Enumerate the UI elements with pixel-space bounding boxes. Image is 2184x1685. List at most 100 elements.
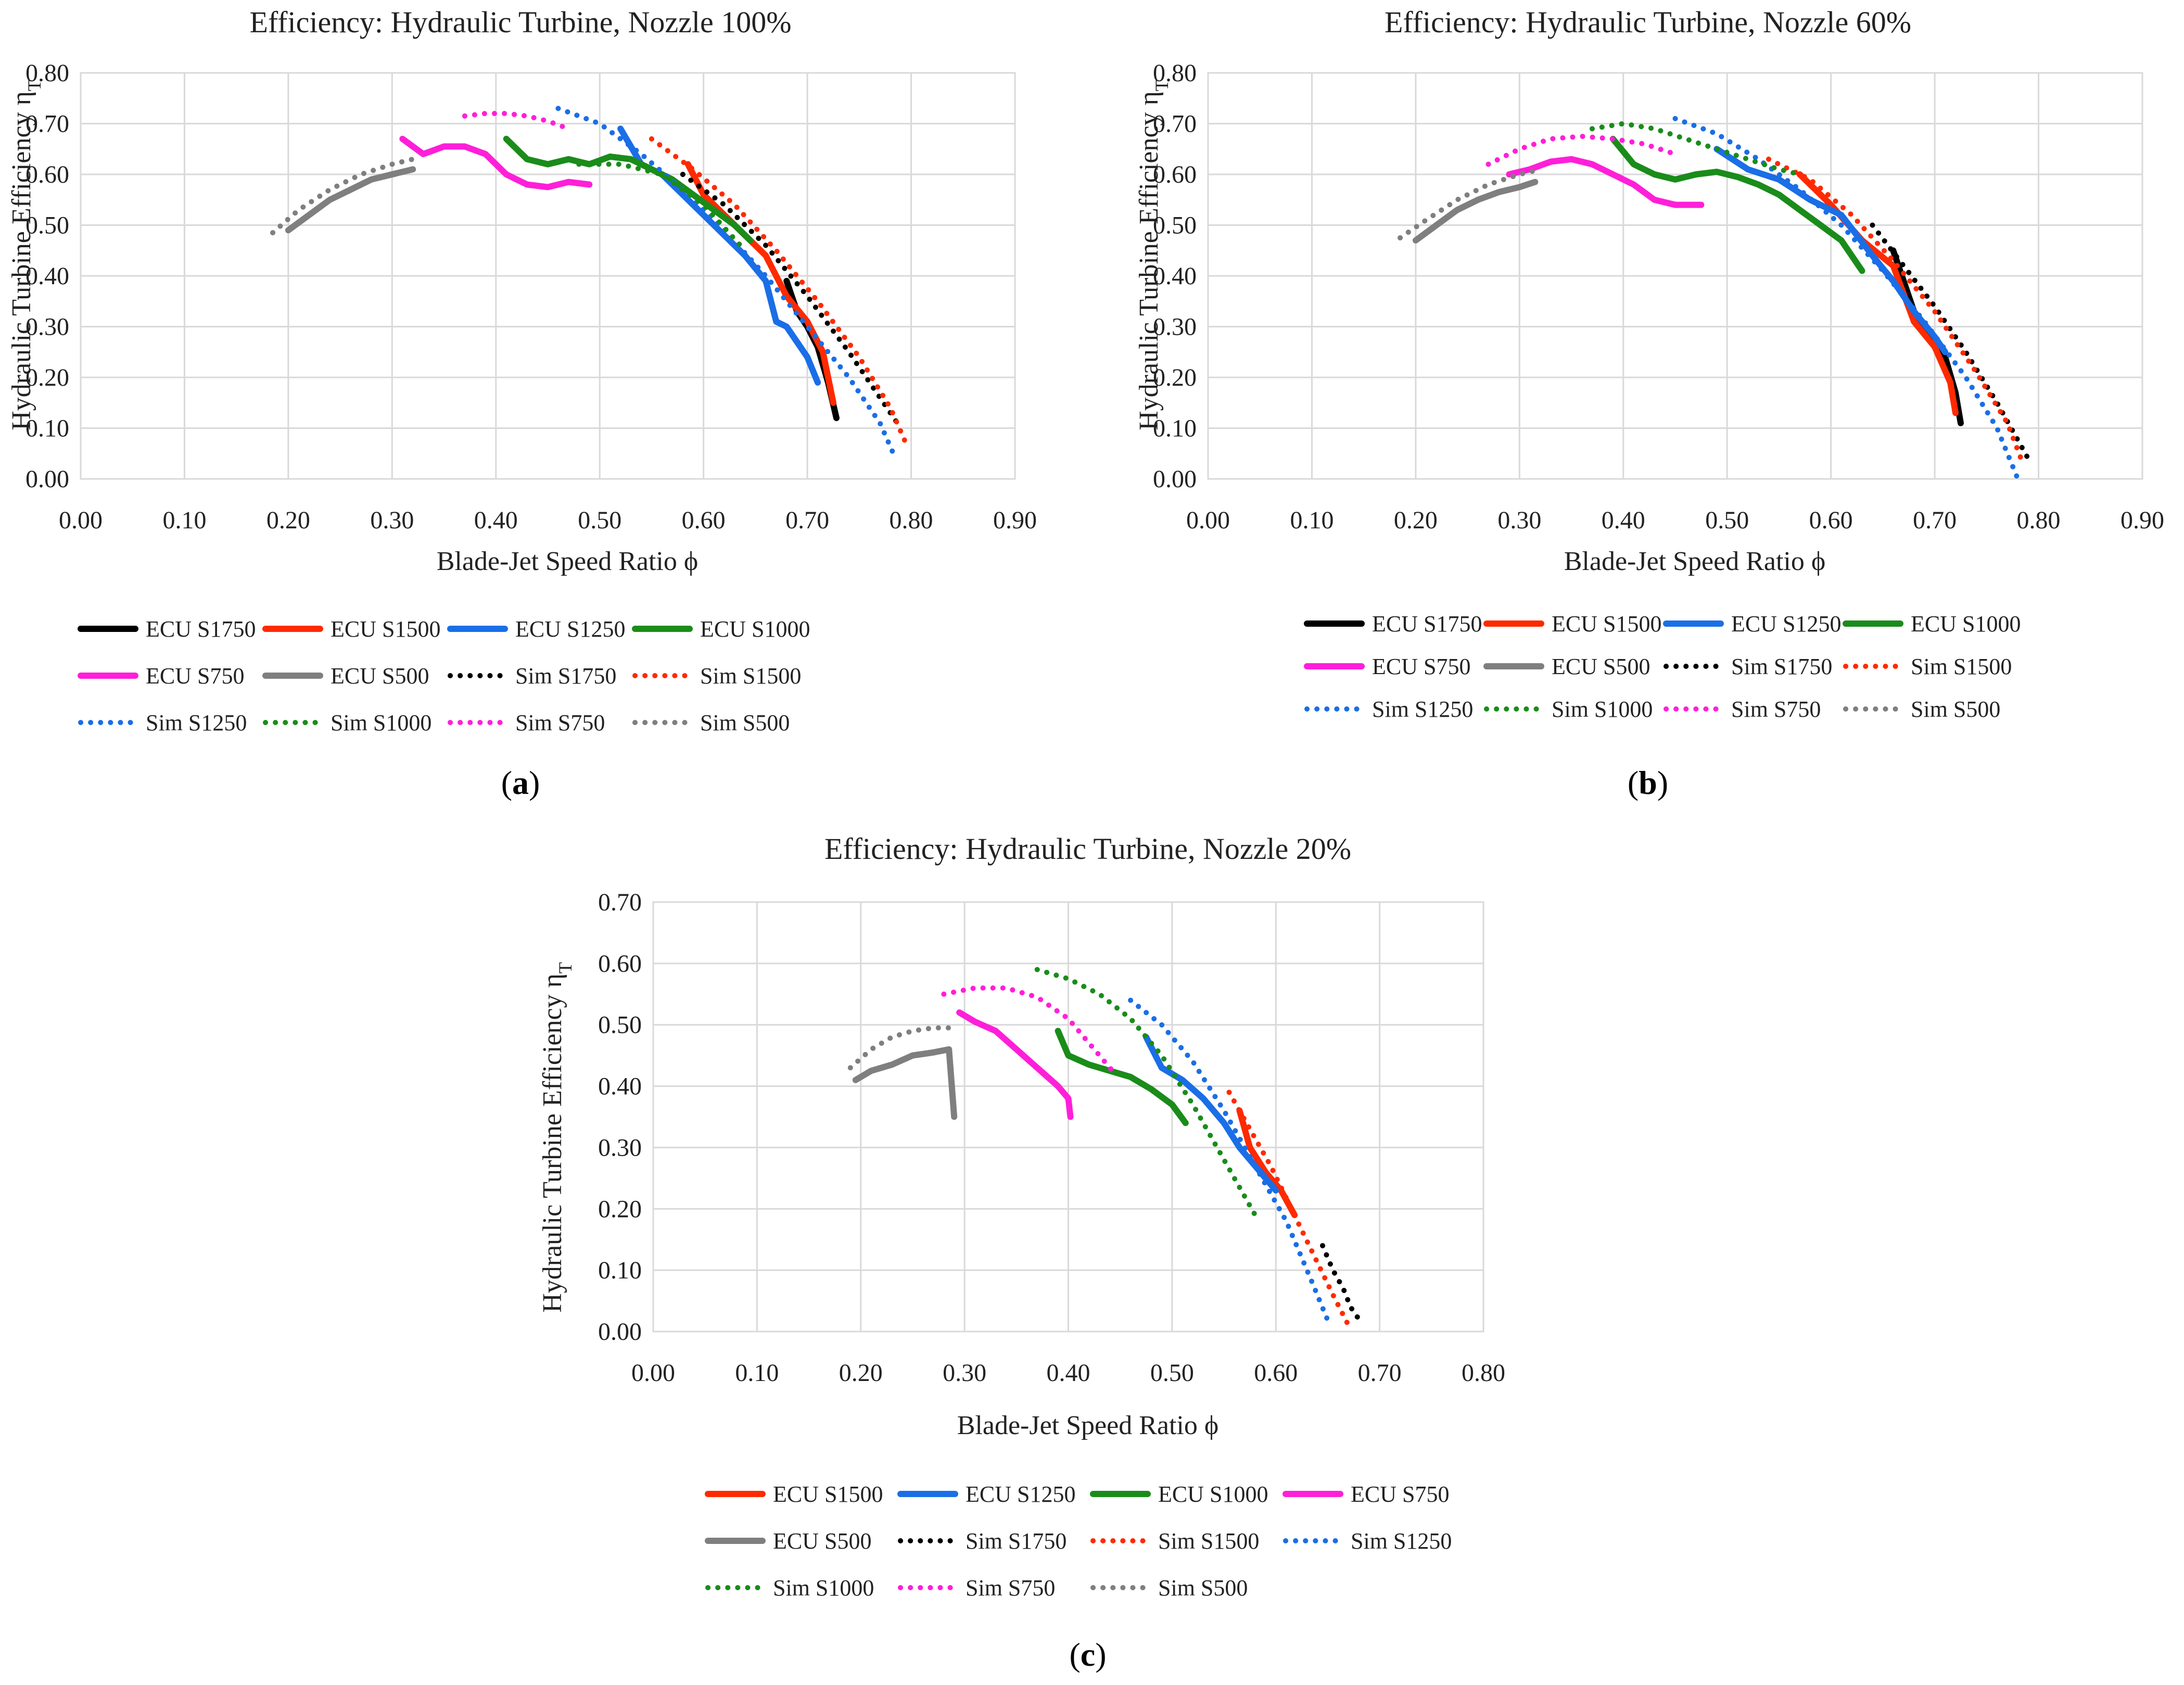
legend-label: Sim S500 (1158, 1575, 1248, 1601)
legend-item-sim-s1500: Sim S1500 (1090, 1528, 1259, 1554)
x-tick-label: 0.80 (1462, 1359, 1505, 1387)
legend-label: Sim S1750 (1731, 654, 1832, 679)
legend-item-sim-s500: Sim S500 (1843, 696, 2000, 722)
legend-label: Sim S1000 (331, 710, 431, 736)
series-line-sim-s1000 (576, 161, 748, 254)
x-axis-label: Blade-Jet Speed Ratio ϕ (957, 1411, 1218, 1440)
legend-item-sim-s500: Sim S500 (632, 710, 790, 736)
series-line-ecu-s500 (1412, 179, 1539, 244)
x-tick-label: 0.50 (1150, 1359, 1194, 1387)
y-tick-label: 0.30 (598, 1134, 642, 1161)
series-line-sim-s1250 (1672, 116, 2021, 482)
series-line-sim-s1000 (1589, 121, 1802, 177)
series-line-ecu-s750 (399, 135, 593, 191)
series-line-sim-s1000 (1034, 967, 1258, 1218)
y-tick-label: 0.00 (598, 1318, 642, 1346)
x-tick-label: 0.70 (1913, 506, 1957, 534)
x-tick-label: 0.20 (839, 1359, 883, 1387)
legend-label: ECU S1750 (146, 616, 256, 642)
x-tick-label: 0.40 (1047, 1359, 1090, 1387)
x-tick-label: 0.10 (1290, 506, 1334, 534)
x-tick-label: 0.30 (943, 1359, 986, 1387)
y-axis-label: Hydraulic Turbine Efficiency ηT (538, 962, 576, 1313)
x-tick-label: 0.90 (2120, 506, 2164, 534)
legend-label: Sim S750 (515, 710, 605, 736)
series-line-sim-s750 (462, 111, 572, 132)
y-tick-label: 0.30 (1153, 313, 1197, 341)
y-axis-label: Hydraulic Turbine Efficiency ηT (7, 80, 45, 430)
legend-item-ecu-s1000: ECU S1000 (632, 616, 810, 642)
y-tick-label: 0.30 (26, 313, 69, 341)
x-tick-label: 0.00 (1186, 506, 1230, 534)
legend: ECU S1750 ECU S1500 ECU S1250 ECU S1000 ECU … (1304, 611, 2021, 722)
legend-label: ECU S1750 (1372, 611, 1482, 637)
series-line-ecu-s1000 (503, 135, 754, 244)
panel-label-a: (a) (501, 764, 540, 801)
y-tick-label: 0.20 (1153, 364, 1197, 391)
legend: ECU S1750 ECU S1500 ECU S1250 ECU S1000 ECU … (78, 616, 810, 736)
legend-item-ecu-s500: ECU S500 (1483, 654, 1650, 679)
legend-item-sim-s500: Sim S500 (1090, 1575, 1248, 1601)
series-line-sim-s1500 (1226, 1089, 1351, 1328)
y-tick-label: 0.70 (598, 889, 642, 916)
y-axis-label-sub: T (24, 80, 45, 91)
y-tick-label: 0.60 (1153, 161, 1197, 188)
x-tick-label: 0.70 (785, 506, 829, 534)
y-tick-label: 0.00 (1153, 465, 1197, 493)
series-line-ecu-s750 (956, 1009, 1074, 1120)
legend-label: Sim S1250 (1351, 1528, 1452, 1554)
legend-item-sim-s1750: Sim S1750 (448, 663, 616, 689)
series-line-sim-s1500 (649, 136, 909, 446)
x-tick-label: 0.70 (1358, 1359, 1402, 1387)
chart-panel-c: Efficiency: Hydraulic Turbine, Nozzle 20… (538, 832, 1505, 1673)
y-tick-label: 0.10 (26, 415, 69, 442)
legend-label: ECU S750 (146, 663, 244, 689)
y-tick-label: 0.20 (598, 1195, 642, 1223)
legend-label: ECU S500 (773, 1528, 871, 1554)
x-tick-label: 0.30 (370, 506, 414, 534)
legend-label: Sim S750 (1731, 696, 1821, 722)
legend-item-ecu-s1750: ECU S1750 (1304, 611, 1482, 637)
y-tick-label: 0.00 (26, 465, 69, 493)
legend-item-ecu-s1500: ECU S1500 (1483, 611, 1661, 637)
y-tick-label: 0.70 (26, 110, 69, 138)
legend-label: ECU S1000 (1158, 1481, 1268, 1507)
y-axis-label: Hydraulic Turbine Efficiency ηT (1134, 80, 1172, 430)
legend-label: Sim S500 (1911, 696, 2000, 722)
y-axis-label-main: Hydraulic Turbine Efficiency η (7, 91, 36, 430)
y-tick-label: 0.50 (598, 1011, 642, 1039)
legend-label: Sim S1000 (773, 1575, 874, 1601)
series-line-ecu-s1000 (1055, 1028, 1189, 1126)
y-tick-label: 0.60 (598, 950, 642, 978)
y-tick-label: 0.40 (26, 262, 69, 290)
legend-label: ECU S1000 (1911, 611, 2021, 637)
plot-area: 0.00 0.10 0.20 0.30 0.40 0.50 0.60 0.70 0.80 0.90… (1153, 59, 2164, 534)
legend-label: ECU S1500 (1552, 611, 1661, 637)
legend-item-ecu-s1750: ECU S1750 (78, 616, 256, 642)
legend-item-sim-s1000: Sim S1000 (705, 1575, 874, 1601)
x-tick-label: 0.50 (578, 506, 621, 534)
x-tick-label: 0.80 (890, 506, 933, 534)
x-tick-label: 0.60 (682, 506, 726, 534)
legend-item-ecu-s1500: ECU S1500 (262, 616, 440, 642)
legend-item-ecu-s750: ECU S750 (1283, 1481, 1449, 1507)
legend-item-ecu-s1500: ECU S1500 (705, 1481, 883, 1507)
x-axis-label: Blade-Jet Speed Ratio ϕ (437, 547, 698, 576)
y-axis-label-sub: T (1151, 80, 1172, 91)
legend-label: ECU S500 (331, 663, 429, 689)
legend-label: ECU S750 (1351, 1481, 1449, 1507)
x-tick-label: 0.00 (59, 506, 103, 534)
x-tick-label: 0.40 (1602, 506, 1645, 534)
x-tick-label: 0.40 (474, 506, 518, 534)
x-tick-label: 0.10 (162, 506, 206, 534)
legend-label: Sim S1500 (1911, 654, 2012, 679)
series-line-ecu-s1000 (1609, 135, 1865, 274)
y-tick-label: 0.70 (1153, 110, 1197, 138)
y-axis-label-main: Hydraulic Turbine Efficiency η (1134, 91, 1164, 430)
series-line-sim-s1750 (1320, 1243, 1362, 1322)
series-line-sim-s500 (1398, 167, 1543, 240)
legend-label: Sim S1500 (1158, 1528, 1259, 1554)
series-line-ecu-s500 (285, 166, 416, 234)
series-line-ecu-s1500 (684, 161, 836, 406)
x-tick-label: 0.80 (2017, 506, 2061, 534)
